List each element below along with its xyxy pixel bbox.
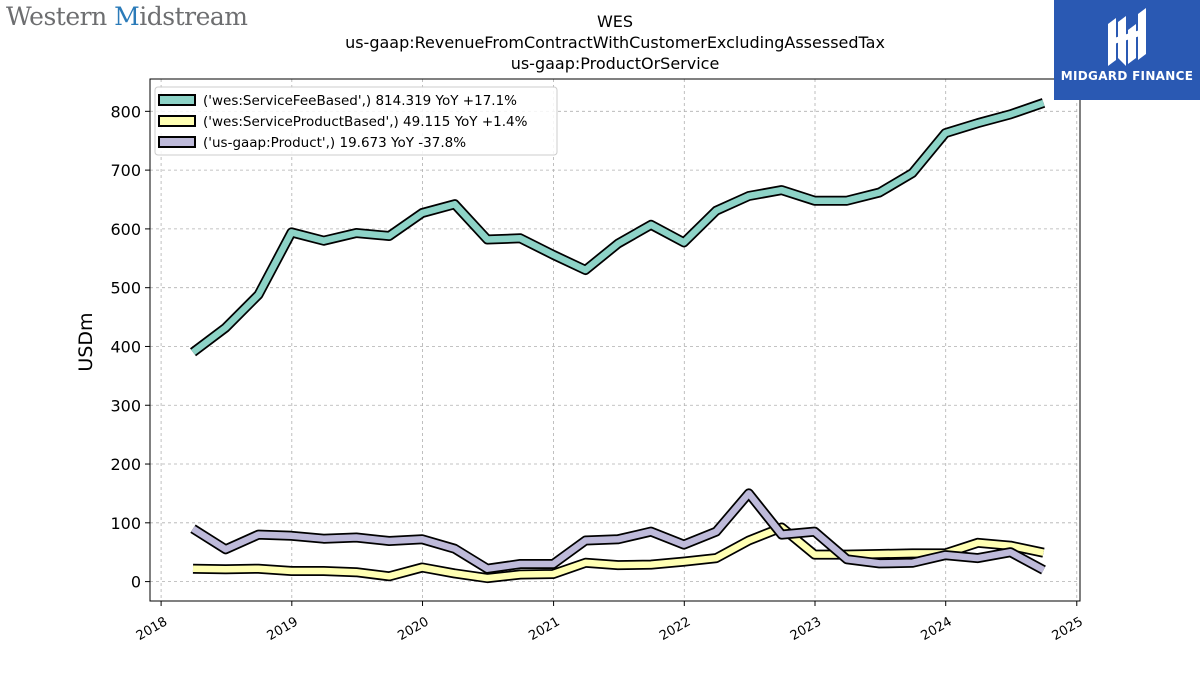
- y-tick-label: 700: [110, 161, 141, 180]
- x-tick-label: 2018: [134, 614, 170, 644]
- x-tick-label: 2023: [788, 614, 824, 644]
- x-tick-label: 2021: [526, 614, 562, 644]
- x-tick-label: 2022: [657, 614, 693, 644]
- y-tick-label: 0: [131, 573, 141, 592]
- legend-swatch-2: [158, 136, 196, 148]
- chart-title-line-1: WES: [596, 12, 634, 31]
- legend-swatch-0: [158, 94, 196, 106]
- series-lines: [189, 98, 1046, 584]
- chart-title-line-3: us-gaap:ProductOrService: [510, 54, 720, 73]
- y-tick-label: 500: [110, 279, 141, 298]
- series-line-1: [192, 524, 1045, 582]
- company-logo: Western Midstream: [6, 2, 248, 31]
- legend-box: [154, 86, 558, 156]
- legend-swatch-1: [158, 115, 196, 127]
- series-line-0: [191, 99, 1045, 355]
- y-tick-label: 300: [110, 396, 141, 415]
- midgard-finance-badge: MIDGARD FINANCE: [1054, 0, 1200, 100]
- x-tick-label: 2024: [919, 614, 955, 644]
- x-tick-label: 2025: [1050, 614, 1086, 644]
- chart-title: WES us-gaap:RevenueFromContractWithCusto…: [265, 11, 965, 74]
- midgard-finance-logo-icon: [1108, 8, 1146, 66]
- legend-label-0: ('wes:ServiceFeeBased',) 814.319 YoY +17…: [203, 93, 517, 109]
- legend: ('wes:ServiceFeeBased',) 814.319 YoY +17…: [154, 86, 558, 156]
- y-axis-label: USDm: [75, 312, 97, 371]
- x-tick-label: 2020: [395, 614, 431, 644]
- y-tick-label: 100: [110, 514, 141, 533]
- series-outline-2: [190, 488, 1046, 575]
- company-logo-text-1: Western: [6, 2, 107, 31]
- y-tick-label: 200: [110, 455, 141, 474]
- company-logo-accent-letter: M: [114, 2, 140, 31]
- legend-label-1: ('wes:ServiceProductBased',) 49.115 YoY …: [203, 114, 528, 130]
- series-line-2: [191, 490, 1046, 573]
- y-tick-label: 600: [110, 220, 141, 239]
- gridlines: [150, 79, 1080, 601]
- legend-label-2: ('us-gaap:Product',) 19.673 YoY -37.8%: [203, 135, 466, 151]
- axes-frame: [149, 78, 1081, 602]
- y-tick-label: 400: [110, 337, 141, 356]
- y-tick-label: 800: [110, 102, 141, 121]
- company-logo-text-2: idstream: [139, 2, 248, 31]
- badge-name: MIDGARD FINANCE: [1060, 69, 1194, 83]
- x-tick-label: 2019: [265, 614, 301, 644]
- chart-title-line-2: us-gaap:RevenueFromContractWithCustomerE…: [345, 33, 885, 52]
